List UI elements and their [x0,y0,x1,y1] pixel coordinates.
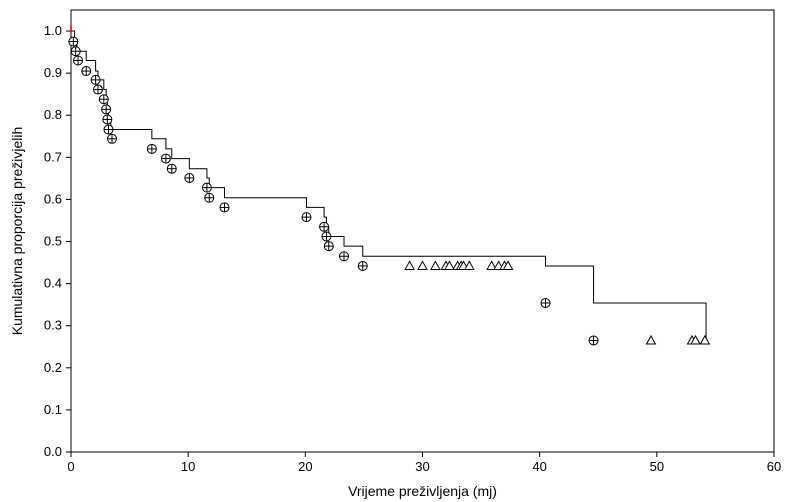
event-marker [81,66,92,77]
event-marker [101,104,112,115]
event-marker [98,94,109,105]
x-tick-label: 40 [532,459,546,474]
y-tick-label: 0.2 [44,360,62,375]
event-marker [146,143,157,154]
x-tick-label: 10 [181,459,195,474]
y-tick-label: 0.9 [44,65,62,80]
plot-frame [70,9,775,453]
event-marker [102,114,113,125]
y-axis-label: Kumulativna proporcija preživjelih [9,127,25,336]
event-marker [357,260,368,271]
censored-marker [444,260,455,270]
censored-marker [645,334,657,345]
x-tick-label: 0 [67,459,74,474]
x-tick-label: 60 [767,459,781,474]
y-tick-label: 1.0 [44,23,62,38]
censored-marker [486,260,497,270]
censored-marker [404,260,415,270]
censored-marker [699,334,711,345]
x-tick-label: 20 [298,459,312,474]
event-marker [92,84,103,95]
censored-marker [417,260,428,270]
event-marker [70,46,81,57]
event-marker [588,335,599,346]
censored-marker [690,334,701,345]
event-marker [103,124,114,135]
event-marker [204,192,215,203]
censored-marker [430,260,441,270]
event-marker [201,182,212,193]
x-axis: 0 10 20 30 40 50 60 [67,452,781,474]
event-marker [73,55,84,66]
event-marker [540,297,551,308]
survival-step-line [71,30,707,341]
event-marker [338,251,349,262]
y-tick-label: 0.5 [44,234,62,249]
y-tick-label: 0.7 [44,149,62,164]
event-marker [68,36,79,47]
y-tick-label: 0.1 [44,402,62,417]
y-tick-label: 0.0 [44,444,62,459]
event-marker [90,74,101,85]
event-marker [160,153,171,164]
event-marker [166,163,177,174]
event-marker [323,241,334,252]
y-axis: 0.0 0.1 0.2 0.3 0.4 0.5 0.6 0.7 0.8 0.9 1.0 [44,23,71,459]
series-survival [68,25,711,346]
y-tick-label: 0.8 [44,107,62,122]
event-marker [319,221,330,232]
x-tick-label: 30 [415,459,429,474]
x-axis-label: Vrijeme preživljenja (mj) [348,483,497,499]
event-marker [321,231,332,242]
y-tick-label: 0.3 [44,318,62,333]
censored-marker [464,260,475,270]
x-tick-label: 50 [650,459,664,474]
event-marker [184,172,195,183]
y-tick-label: 0.6 [44,191,62,206]
event-marker [107,133,118,144]
event-marker [219,202,230,213]
event-marker [301,212,312,223]
y-tick-label: 0.4 [44,276,62,291]
censored-marker [502,260,514,270]
